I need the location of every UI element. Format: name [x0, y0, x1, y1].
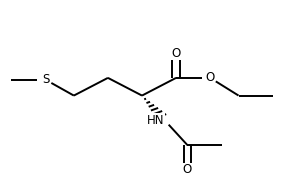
Text: O: O	[206, 71, 215, 84]
Text: O: O	[183, 163, 192, 176]
Text: HN: HN	[147, 114, 165, 127]
Text: S: S	[42, 73, 49, 86]
Text: O: O	[172, 47, 181, 60]
